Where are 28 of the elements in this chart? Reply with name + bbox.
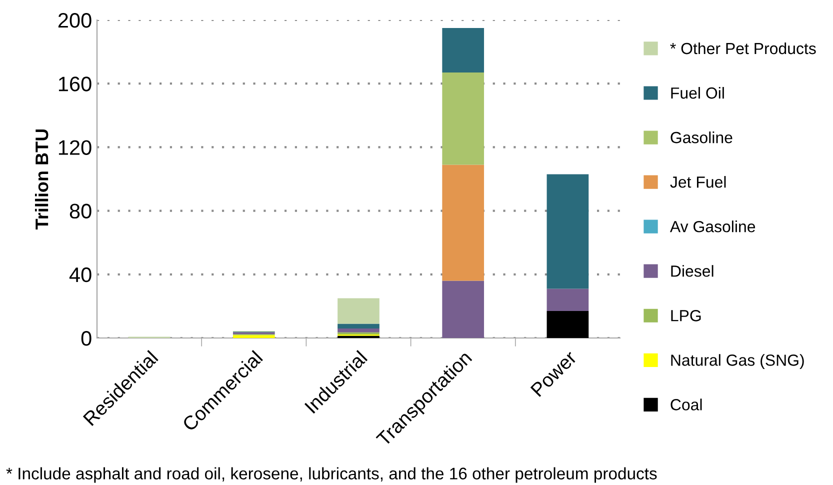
legend-label: Diesel xyxy=(671,265,714,277)
legend-label: Coal xyxy=(670,398,702,410)
bar xyxy=(338,298,380,324)
bar xyxy=(442,72,484,165)
y-tick-label: 80 xyxy=(70,204,92,219)
y-tick-label: 160 xyxy=(58,76,92,92)
legend-label: Av Gasoline xyxy=(670,220,756,232)
bar xyxy=(546,310,589,338)
bar xyxy=(546,174,589,289)
legend-label: Gasoline xyxy=(670,132,732,144)
legend-label: * Other Pet Products xyxy=(670,42,816,54)
legend-label: Natural Gas (SNG) xyxy=(671,354,804,369)
bar xyxy=(442,28,484,72)
bar xyxy=(442,164,484,281)
y-tick-label: 200 xyxy=(58,13,92,28)
bar xyxy=(338,328,380,332)
y-tick-label: 0 xyxy=(81,331,92,346)
bar xyxy=(546,288,589,311)
y-tick-label: 120 xyxy=(58,140,92,155)
text: * Include asphalt and road oil, kerosene, lubricants, and the 16 other petroleum products xyxy=(6,467,657,483)
legend-label: Jet Fuel xyxy=(670,176,726,188)
y-axis-title: Trillion BTU xyxy=(34,129,48,230)
legend-label: Fuel Oil xyxy=(671,86,724,99)
bar xyxy=(442,280,484,338)
bar xyxy=(338,324,380,328)
y-tick-label: 40 xyxy=(69,267,92,282)
bar xyxy=(232,335,275,338)
legend-label: LPG xyxy=(671,310,701,322)
